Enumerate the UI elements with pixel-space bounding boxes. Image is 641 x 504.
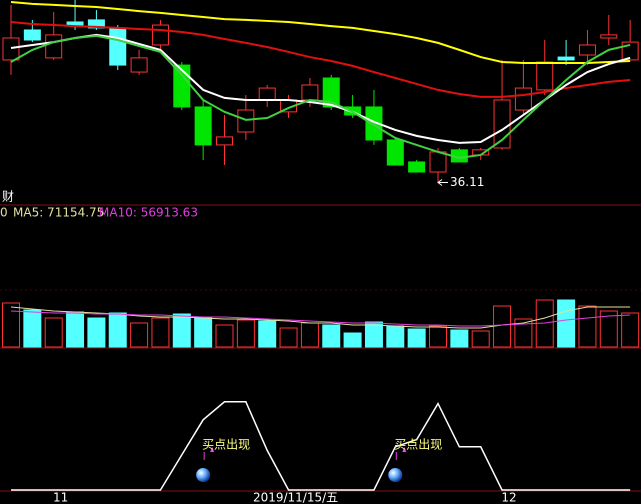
volume-bar [151,317,170,348]
candle-body [322,77,340,108]
volume-bar [279,327,298,348]
volume-bar [322,324,341,348]
candle-body [130,57,148,73]
candle-body [194,106,212,146]
volume-bar [66,311,85,348]
candle-body [578,44,596,56]
candle-body [408,161,426,173]
volume-bar [2,302,20,348]
signal-ball [196,468,211,482]
volume-bar [343,332,362,348]
volume-bar [130,322,149,348]
candle-body [2,37,20,61]
candle-body [600,34,618,39]
candle-body [365,106,383,141]
candle-body [173,64,191,108]
candle-body [301,84,319,101]
volume-bar [514,318,533,348]
volume-bar [194,316,213,348]
volume-bar [23,309,42,348]
x-tick-label: 2019/11/15/五 [253,491,338,504]
x-tick-label: 12 [501,491,516,504]
candle-body [621,41,639,61]
volume-bar [407,328,426,348]
volume-bar [557,299,576,348]
signal-label: 买点出现 [202,438,250,452]
candle-body [536,61,554,91]
candle-body [23,29,41,41]
volume-bar [44,317,63,348]
annotation-arrow [437,179,443,186]
candle-body [216,136,233,146]
volume-bar [471,330,490,348]
candle-body [45,34,63,59]
volume-bar [364,321,383,348]
volume-bar [493,305,512,348]
volume-bar [172,313,191,348]
volume-bar [87,317,106,348]
candle-body [514,87,532,111]
volume-bar [621,312,640,348]
candle-body [151,24,169,46]
candle-body [386,139,404,166]
legend-entry: MA10: 56913.63 [99,206,198,220]
volume-bar [578,305,597,348]
candle-body [109,27,127,66]
volume-bar [450,329,469,348]
volume-ma-line [10,310,631,327]
signal-marker [402,447,407,452]
ma-line [10,34,631,159]
legend-entry: MA5: 71154.75 [13,206,104,220]
candle-body [237,109,255,133]
annotation-label: 36.11 [450,175,484,189]
signal-marker [210,447,215,452]
ma-line [10,1,631,65]
volume-bar [258,320,277,348]
x-tick-label: 11 [53,491,68,504]
volume-bar [599,310,618,348]
candle-body [429,151,447,173]
candle-body [258,87,276,101]
candle-body [557,56,575,61]
volume-bar [108,312,127,348]
ma-line [10,20,631,98]
candle-body [87,19,105,29]
volume-bar [236,319,255,348]
volume-bar [300,322,319,348]
signal-label: 买点出现 [394,438,442,452]
volume-title: 0 [0,206,8,220]
panel-label: 财 [2,190,14,204]
signal-ball [388,468,403,482]
volume-bar [215,324,234,348]
ma-line [10,33,631,144]
volume-bar [429,325,447,348]
volume-bar [386,325,405,348]
indicator-line [11,401,631,491]
